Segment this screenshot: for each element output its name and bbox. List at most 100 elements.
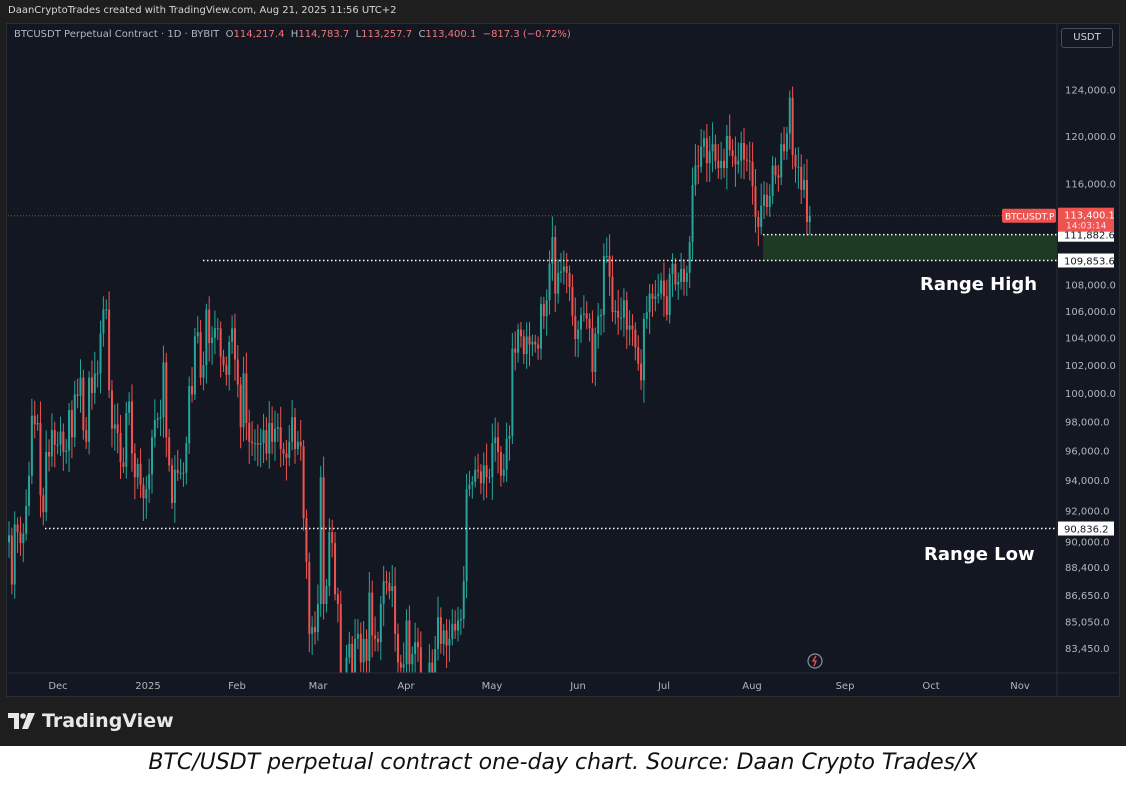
candle-body: [253, 443, 256, 445]
candle-body: [76, 394, 79, 396]
candle-body: [119, 433, 122, 463]
x-tick-label: 2025: [135, 681, 160, 692]
candle-body: [70, 410, 73, 438]
candle-body: [385, 581, 388, 583]
candle-body: [545, 300, 548, 317]
candle-body: [714, 144, 717, 161]
y-tick-label: 98,000.0: [1065, 417, 1110, 428]
candle-body: [288, 441, 291, 458]
candle-body: [531, 341, 534, 345]
candle-body: [548, 263, 551, 301]
y-tick-label: 83,450.0: [1065, 644, 1110, 655]
candle-body: [248, 422, 251, 442]
candle-body: [328, 532, 331, 587]
candle-body: [631, 325, 634, 330]
candle-body: [199, 332, 202, 378]
candle-body: [339, 604, 342, 673]
candle-body: [128, 401, 131, 413]
candle-body: [588, 318, 591, 329]
candle-body: [488, 477, 491, 479]
caption: BTC/USDT perpetual contract one-day char…: [148, 750, 978, 775]
candle-body: [680, 268, 683, 282]
candle-body: [22, 533, 25, 544]
x-tick-label: Mar: [309, 681, 329, 692]
candle-body: [602, 256, 605, 315]
candle-body: [451, 623, 454, 639]
candle-body: [517, 329, 520, 353]
candle-body: [354, 638, 357, 673]
candle-body: [405, 620, 408, 665]
candle-body: [376, 638, 379, 643]
candle-body: [757, 216, 760, 227]
y-tick-label: 88,400.0: [1065, 563, 1110, 574]
y-tick-label: 120,000.0: [1065, 132, 1116, 143]
candle-body: [205, 309, 208, 366]
candle-body: [474, 469, 477, 482]
candle-body: [202, 365, 205, 378]
range-high-label: Range High: [920, 274, 1038, 295]
candle-body: [396, 633, 399, 663]
candle-body: [368, 592, 371, 661]
candle-body: [145, 489, 148, 499]
candle-body: [276, 427, 279, 429]
price-chart[interactable]: 124,000.0 120,000.0 116,000.0 108,000.0 106,…: [0, 0, 1126, 746]
candle-body: [65, 450, 68, 453]
chart-panel[interactable]: [6, 23, 1120, 697]
candle-body: [454, 623, 457, 631]
candle-body: [168, 437, 171, 466]
candle-body: [528, 336, 531, 345]
candle-body: [423, 722, 425, 740]
candle-body: [622, 300, 625, 318]
candle-body: [431, 662, 434, 673]
candle-body: [771, 165, 774, 196]
candle-body: [13, 524, 16, 585]
candle-body: [745, 159, 748, 161]
candle-body: [711, 144, 714, 152]
candle-body: [222, 356, 225, 366]
candle-body: [457, 620, 460, 631]
candle-body: [233, 328, 236, 360]
candle-body: [514, 348, 517, 353]
candle-body: [557, 272, 560, 294]
candle-body: [640, 363, 643, 381]
symbol-legend: BTCUSDT Perpetual Contract · 1D · BYBIT …: [14, 29, 571, 40]
candle-body: [79, 377, 82, 396]
candle-body: [805, 180, 808, 222]
x-tick-label: Apr: [397, 681, 415, 692]
candle-body: [800, 166, 803, 190]
candle-body: [565, 266, 568, 273]
candle-body: [808, 215, 811, 222]
candle-body: [268, 422, 271, 454]
candle-body: [574, 316, 577, 340]
candle-body: [219, 328, 222, 357]
candle-body: [694, 165, 697, 185]
candle-body: [497, 437, 500, 453]
y-tick-label: 102,000.0: [1065, 361, 1116, 372]
candle-body: [682, 268, 685, 282]
candle-body: [600, 314, 603, 317]
candle-body: [437, 617, 439, 649]
y-tick-label: 96,000.0: [1065, 447, 1110, 458]
candle-body: [462, 581, 465, 619]
candle-body: [499, 452, 502, 476]
symbol-title: BTCUSDT Perpetual Contract · 1D · BYBIT: [14, 29, 220, 40]
candle-body: [356, 633, 359, 639]
candle-body: [617, 310, 620, 318]
candle-body: [774, 165, 777, 176]
candle-body: [316, 604, 319, 633]
candle-body: [53, 430, 56, 445]
currency-button[interactable]: USDT: [1061, 28, 1113, 48]
high-label: H: [290, 29, 299, 40]
candle-body: [737, 160, 740, 165]
candle-body: [374, 635, 377, 639]
candle-body: [671, 263, 674, 275]
y-tick-label: 85,050.0: [1065, 617, 1110, 628]
low-label: L: [355, 29, 362, 40]
tradingview-logo: TradingView: [8, 710, 174, 732]
candle-body: [96, 373, 99, 375]
candle-body: [331, 532, 334, 544]
candle-body: [697, 165, 700, 167]
candle-body: [116, 424, 119, 434]
candle-body: [151, 437, 153, 475]
close-value: 113,400.1: [425, 29, 477, 40]
